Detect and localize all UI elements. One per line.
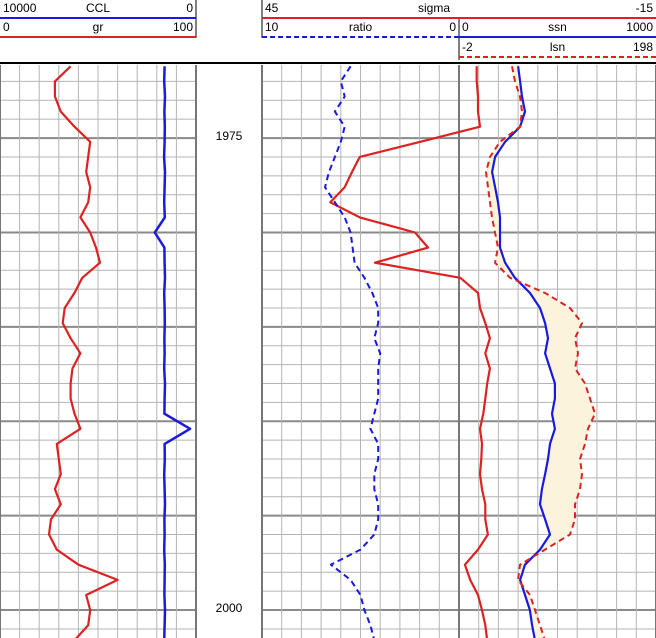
curve-sigma — [329, 66, 491, 638]
curve-name: CCL — [86, 1, 110, 15]
curve-ssn — [491, 66, 556, 638]
curve-name: gr — [93, 20, 104, 34]
scale-right: 0 — [449, 20, 456, 34]
curve-gr — [47, 65, 119, 638]
crossover-fill — [485, 66, 596, 638]
scale-right: -15 — [636, 1, 654, 15]
scale-left: 10000 — [3, 1, 37, 15]
curve-name: lsn — [550, 40, 565, 54]
depth-label: 2000 — [216, 601, 243, 615]
curve-name: sigma — [418, 1, 450, 15]
curve-name: ssn — [548, 20, 567, 34]
scale-left: -2 — [462, 40, 473, 54]
scale-right: 100 — [173, 20, 193, 34]
scale-left: 0 — [462, 20, 469, 34]
scale-left: 0 — [3, 20, 10, 34]
scale-left: 10 — [265, 20, 279, 34]
curve-ratio — [324, 65, 382, 638]
curve-name: ratio — [349, 20, 373, 34]
depth-label: 1975 — [216, 129, 243, 143]
curve-lsn — [485, 66, 596, 638]
curve-ccl — [153, 66, 192, 638]
scale-right: 0 — [186, 1, 193, 15]
scale-left: 45 — [265, 1, 279, 15]
scale-right: 1000 — [626, 20, 653, 34]
curves — [47, 65, 596, 638]
scale-right: 198 — [633, 40, 653, 54]
